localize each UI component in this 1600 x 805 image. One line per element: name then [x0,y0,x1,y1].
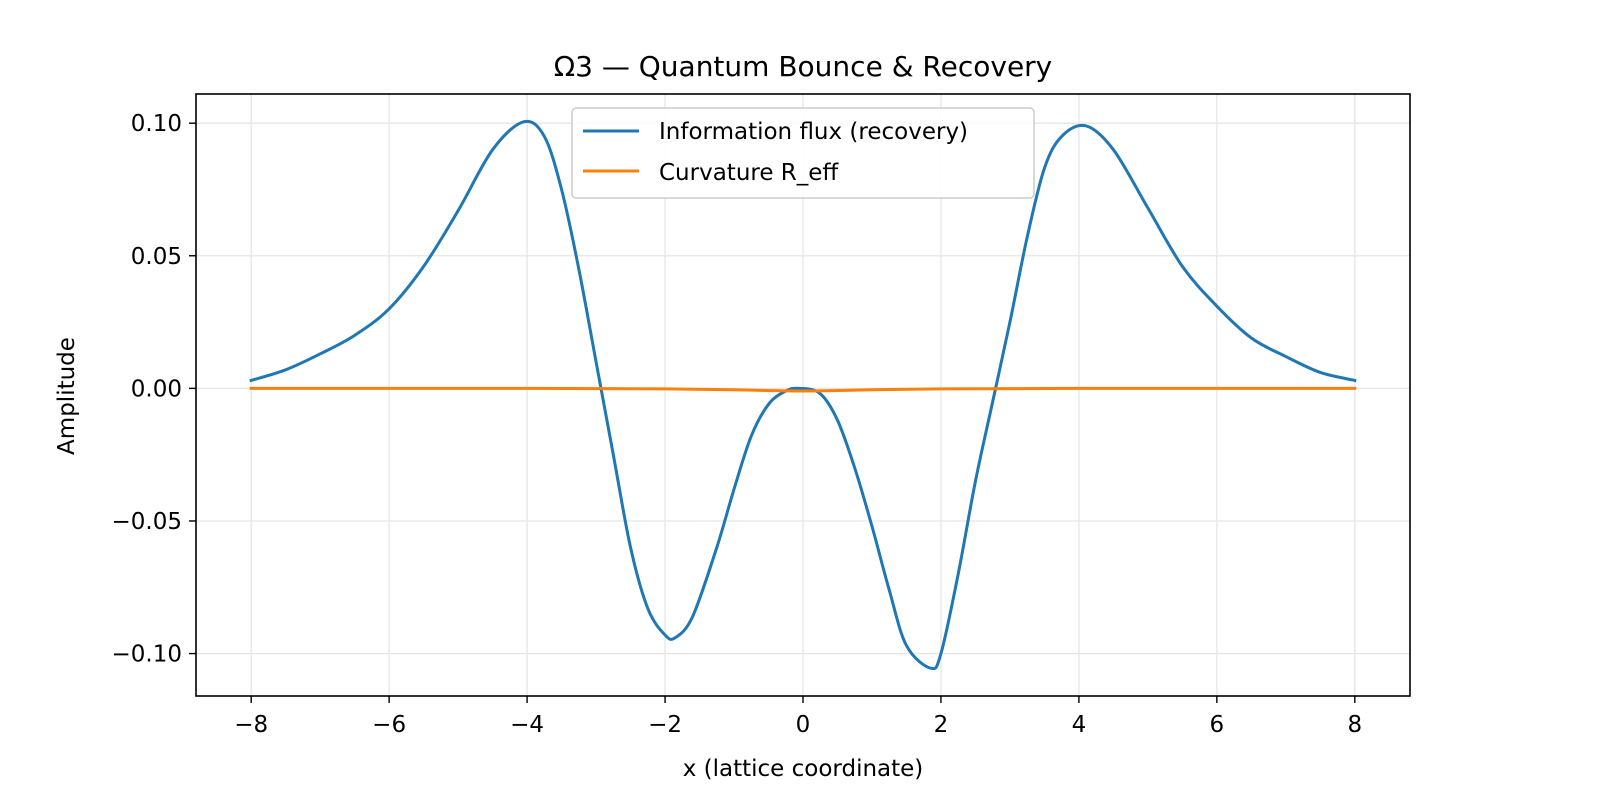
series-lines [249,119,1357,671]
x-tick-label: 6 [1210,712,1225,738]
y-tick-label: −0.05 [112,509,182,535]
y-tick-label: 0.10 [131,111,182,137]
y-tick-label: 0.00 [131,376,182,402]
legend-label-curvature: Curvature R_eff [659,160,839,186]
x-axis-label: x (lattice coordinate) [683,756,924,782]
x-tick-label: −4 [510,712,544,738]
y-tick-label: −0.10 [112,642,182,668]
legend-label-information-flux: Information flux (recovery) [659,119,968,145]
x-tick-label: 0 [796,712,811,738]
y-axis-label: Amplitude [54,337,80,455]
chart-title: Ω3 — Quantum Bounce & Recovery [554,50,1053,83]
x-tick-label: −2 [648,712,682,738]
y-tick-label: 0.05 [131,244,182,270]
x-tick-label: 4 [1072,712,1087,738]
x-tick-label: −6 [372,712,406,738]
x-tick-label: 2 [934,712,949,738]
legend: Information flux (recovery) Curvature R_… [571,107,1035,199]
series-line-information-flux [249,119,1357,671]
series-line-curvature [249,386,1357,393]
x-tick-label: 8 [1347,712,1362,738]
x-tick-label: −8 [234,712,268,738]
axis-ticks: −8 −6 −4 −2 0 2 4 6 8 0.10 0.05 0.00 −0.05 −0.10 [112,111,1363,738]
legend-box [571,107,1035,199]
